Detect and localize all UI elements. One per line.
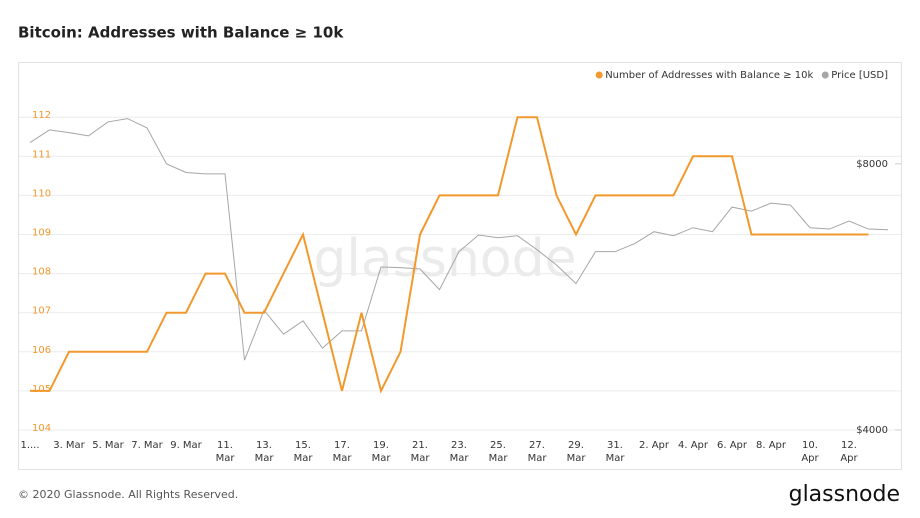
x-tick-label: 15. Mar (293, 440, 313, 464)
legend-marker (821, 71, 829, 79)
x-tick-label: 1.... (20, 440, 40, 451)
y-tick-label: 107 (32, 306, 51, 317)
x-tick-label: 21. Mar (410, 440, 430, 464)
x-tick-label: 8. Apr (755, 440, 787, 451)
y2-tick-label: $4000 (856, 425, 888, 436)
x-tick-label: 4. Apr (677, 440, 709, 451)
legend-label: Number of Addresses with Balance ≥ 10k (605, 70, 813, 81)
x-tick-label: 7. Mar (131, 440, 163, 451)
y2-tick-label: $8000 (856, 159, 888, 170)
x-tick-label: 3. Mar (53, 440, 85, 451)
chart-title: Bitcoin: Addresses with Balance ≥ 10k (18, 24, 344, 42)
y-tick-label: 105 (32, 384, 51, 395)
watermark: glassnode (313, 229, 576, 289)
y-tick-label: 108 (32, 267, 51, 278)
y-tick-label: 104 (32, 423, 51, 434)
x-tick-label: 23. Mar (449, 440, 469, 464)
y-tick-label: 111 (32, 149, 51, 160)
x-tick-label: 12. Apr (840, 440, 858, 464)
x-tick-label: 27. Mar (527, 440, 547, 464)
x-tick-label: 29. Mar (566, 440, 586, 464)
y-tick-label: 109 (32, 227, 51, 238)
y-tick-label: 112 (32, 110, 51, 121)
x-tick-label: 2. Apr (638, 440, 670, 451)
x-tick-label: 17. Mar (332, 440, 352, 464)
y-tick-label: 106 (32, 345, 51, 356)
logo: glassnode (789, 482, 900, 507)
series-line (30, 116, 869, 394)
footer: © 2020 Glassnode. All Rights Reserved. (18, 488, 238, 501)
y-tick-label: 110 (32, 188, 51, 199)
x-tick-label: 11. Mar (215, 440, 235, 464)
legend-label: Price [USD] (831, 70, 888, 81)
x-tick-label: 9. Mar (170, 440, 202, 451)
x-tick-label: 25. Mar (488, 440, 508, 464)
legend-marker (595, 71, 603, 79)
x-tick-label: 19. Mar (371, 440, 391, 464)
legend: Price [USD] Number of Addresses with Bala… (595, 70, 888, 81)
x-tick-label: 13. Mar (254, 440, 274, 464)
x-tick-label: 5. Mar (92, 440, 124, 451)
plot-frame (18, 62, 902, 470)
x-tick-label: 31. Mar (605, 440, 625, 464)
x-tick-label: 10. Apr (801, 440, 819, 464)
x-tick-label: 6. Apr (716, 440, 748, 451)
